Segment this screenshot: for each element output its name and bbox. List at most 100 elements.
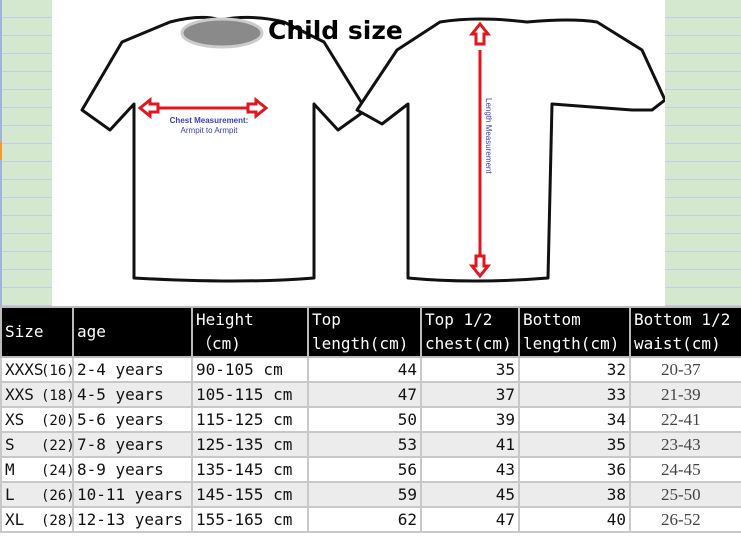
- header-text: chest(cm): [425, 334, 512, 353]
- cell-size: XS (20): [0, 406, 74, 433]
- cell-chest: 45: [420, 481, 520, 508]
- table-row: M (24) 8-9 years 135-145 cm 56 43 36 24-45: [0, 456, 741, 483]
- size-number: (28): [41, 513, 73, 529]
- cell-height: 135-145 cm: [191, 456, 309, 483]
- header-top-length: Top length(cm): [307, 306, 422, 358]
- header-text: Bottom 1/2: [634, 310, 731, 329]
- collar: [180, 17, 264, 49]
- chest-arrow-icon: [137, 96, 269, 120]
- cell-bottom-length: 36: [518, 456, 631, 483]
- size-number: (18): [41, 388, 73, 404]
- size-code: XXXS: [5, 360, 44, 379]
- back-tshirt-icon: [355, 17, 667, 283]
- header-text: Top: [312, 310, 341, 329]
- chart-title: Child size: [268, 16, 403, 45]
- tshirt-illustration: [80, 15, 667, 283]
- cell-size: L (26): [0, 481, 74, 508]
- cell-size: XXS (18): [0, 381, 74, 408]
- header-text: （cm): [196, 334, 241, 353]
- size-code: M: [5, 460, 15, 479]
- header-text: Top 1/2: [425, 310, 493, 329]
- header-text: length(cm): [523, 334, 620, 353]
- spreadsheet-background-right: [665, 0, 741, 306]
- cell-age: 4-5 years: [72, 381, 193, 408]
- cell-height: 115-125 cm: [191, 406, 309, 433]
- cell-selection-marker: [0, 142, 2, 160]
- cell-size: S (22): [0, 431, 74, 458]
- cell-top-length: 56: [307, 456, 422, 483]
- length-measurement-label: Length Measurement: [484, 98, 493, 174]
- cell-bottom-length: 40: [518, 506, 631, 533]
- cell-waist: 22-41: [629, 406, 741, 433]
- cell-chest: 39: [420, 406, 520, 433]
- table-row: S (22) 7-8 years 125-135 cm 53 41 35 23-43: [0, 431, 741, 458]
- cell-age: 2-4 years: [72, 356, 193, 383]
- header-bottom-waist: Bottom 1/2 waist(cm): [629, 306, 741, 358]
- chest-measurement-label: Chest Measurement: Armpit to Armpit: [159, 116, 259, 136]
- cell-size: XL (28): [0, 506, 74, 533]
- size-number: (26): [41, 488, 73, 504]
- table-row: L (26) 10-11 years 145-155 cm 59 45 38 25-50: [0, 481, 741, 508]
- cell-chest: 37: [420, 381, 520, 408]
- cell-age: 5-6 years: [72, 406, 193, 433]
- cell-height: 90-105 cm: [191, 356, 309, 383]
- header-height: Height （cm): [191, 306, 309, 358]
- cell-top-length: 50: [307, 406, 422, 433]
- cell-chest: 41: [420, 431, 520, 458]
- cell-waist: 21-39: [629, 381, 741, 408]
- size-code: L: [5, 485, 15, 504]
- cell-age: 7-8 years: [72, 431, 193, 458]
- header-top-chest: Top 1/2 chest(cm): [420, 306, 520, 358]
- size-table: Size age Height （cm) Top length(cm) Top 1/…: [0, 306, 741, 533]
- cell-bottom-length: 38: [518, 481, 631, 508]
- cell-waist: 20-37: [629, 356, 741, 383]
- size-code: S: [5, 435, 15, 454]
- table-header-row: Size age Height （cm) Top length(cm) Top 1/…: [0, 306, 741, 358]
- table-row: XL (28) 12-13 years 155-165 cm 62 47 40 26-52: [0, 506, 741, 533]
- cell-bottom-length: 35: [518, 431, 631, 458]
- table-row: XXS (18) 4-5 years 105-115 cm 47 37 33 21-39: [0, 381, 741, 408]
- cell-top-length: 44: [307, 356, 422, 383]
- header-size: Size: [0, 306, 74, 358]
- cell-height: 155-165 cm: [191, 506, 309, 533]
- header-text: Bottom: [523, 310, 581, 329]
- front-tshirt-icon: [80, 15, 368, 283]
- cell-chest: 47: [420, 506, 520, 533]
- chest-label-line2: Armpit to Armpit: [180, 126, 238, 135]
- table-row: XS (20) 5-6 years 115-125 cm 50 39 34 22-41: [0, 406, 741, 433]
- cell-chest: 43: [420, 456, 520, 483]
- cell-chest: 35: [420, 356, 520, 383]
- cell-height: 125-135 cm: [191, 431, 309, 458]
- header-text: length(cm): [312, 334, 409, 353]
- header-text: age: [77, 322, 106, 341]
- size-number: (24): [41, 463, 73, 479]
- cell-height: 105-115 cm: [191, 381, 309, 408]
- size-code: XL: [5, 510, 25, 529]
- header-text: waist(cm): [634, 334, 721, 353]
- size-number: (22): [41, 438, 73, 454]
- cell-age: 12-13 years: [72, 506, 193, 533]
- cell-waist: 24-45: [629, 456, 741, 483]
- cell-size: M (24): [0, 456, 74, 483]
- cell-size: XXXS(16): [0, 356, 74, 383]
- size-number: (20): [41, 413, 73, 429]
- size-code: XXS: [5, 385, 34, 404]
- header-age: age: [72, 306, 193, 358]
- cell-top-length: 59: [307, 481, 422, 508]
- header-text: Height: [196, 310, 254, 329]
- cell-waist: 25-50: [629, 481, 741, 508]
- cell-height: 145-155 cm: [191, 481, 309, 508]
- chest-label-line1: Chest Measurement:: [169, 116, 249, 125]
- header-bottom-length: Bottom length(cm): [518, 306, 631, 358]
- size-code: XS: [5, 410, 25, 429]
- cell-top-length: 62: [307, 506, 422, 533]
- cell-top-length: 47: [307, 381, 422, 408]
- cell-bottom-length: 32: [518, 356, 631, 383]
- cell-bottom-length: 34: [518, 406, 631, 433]
- cell-bottom-length: 33: [518, 381, 631, 408]
- cell-waist: 26-52: [629, 506, 741, 533]
- tshirt-diagram: [52, 0, 667, 306]
- cell-age: 8-9 years: [72, 456, 193, 483]
- cell-age: 10-11 years: [72, 481, 193, 508]
- header-text: Size: [5, 322, 44, 341]
